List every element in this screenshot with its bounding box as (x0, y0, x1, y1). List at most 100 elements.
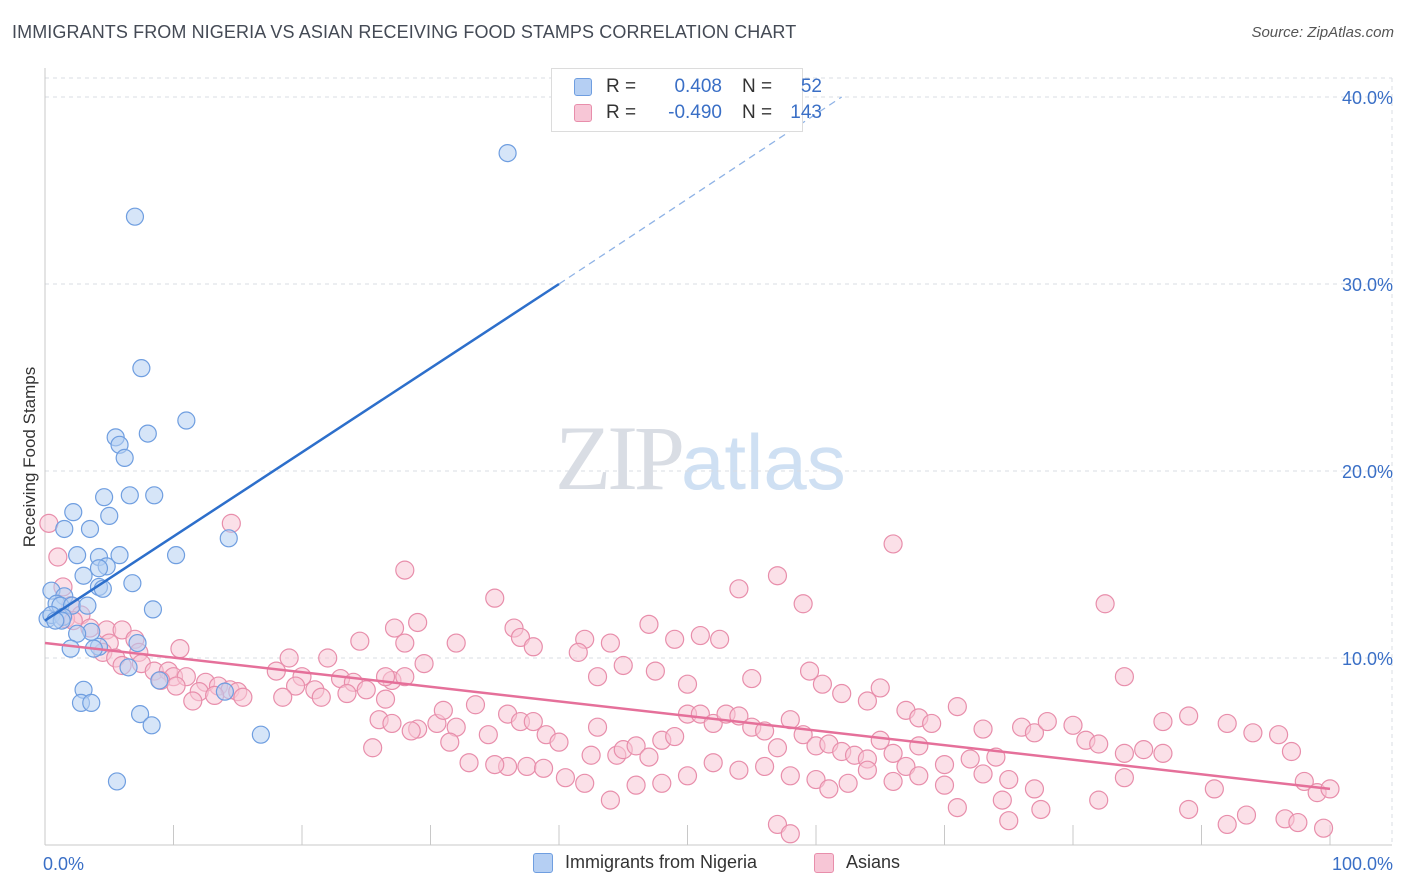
nigeria-point (95, 488, 114, 507)
asians-point (555, 768, 576, 788)
nigeria-point (138, 424, 157, 443)
asians-point (581, 745, 601, 765)
nigeria-point (110, 546, 129, 565)
asians-point (812, 674, 833, 694)
x-tick-label: 100.0% (1332, 854, 1393, 874)
asians-point (1236, 805, 1257, 825)
asians-point (485, 588, 505, 608)
asians-point (710, 629, 730, 649)
asians-points (39, 513, 1340, 844)
asians-point (350, 631, 370, 651)
legend-n-key: N = (742, 102, 773, 123)
asians-point (384, 618, 405, 638)
asians-trend-line (44, 641, 1331, 791)
source-label: Source: ZipAtlas.com (1251, 24, 1394, 41)
asians-point (626, 775, 646, 795)
legend-r-key: R = (606, 102, 637, 123)
legend-n-key: N = (742, 76, 773, 97)
asians-point (166, 676, 186, 696)
nigeria-point (74, 566, 93, 585)
asians-point (356, 680, 376, 700)
asians-point (793, 594, 813, 614)
asians-point (1313, 818, 1334, 838)
y-tick-label: 30.0% (1342, 275, 1393, 295)
nigeria-point (123, 574, 142, 593)
asians-point (665, 629, 685, 649)
asians-point (375, 689, 396, 709)
asians-point (742, 668, 762, 689)
nigeria-points (38, 144, 517, 791)
asians-point (896, 756, 916, 777)
asians-point (645, 661, 665, 681)
nigeria-point (128, 633, 147, 653)
nigeria-point (177, 411, 196, 430)
asians-point (857, 691, 878, 711)
asians-point (1095, 594, 1115, 614)
nigeria-point (68, 624, 87, 643)
axes (44, 68, 1392, 846)
nigeria-point (132, 359, 151, 378)
asians-point (960, 749, 980, 769)
legend-swatch-asians (814, 852, 834, 873)
nigeria-point (215, 682, 234, 701)
asians-point (311, 687, 331, 707)
asians-point (575, 773, 595, 793)
asians-point (600, 790, 621, 810)
asians-point (1217, 713, 1237, 734)
asians-point (446, 633, 466, 653)
asians-point (870, 730, 890, 750)
legend-row-asians: R = -0.490 N = 143 (574, 101, 822, 125)
asians-point (639, 747, 659, 767)
asians-point (857, 760, 878, 780)
asians-point (382, 713, 402, 734)
asians-point (799, 661, 820, 681)
asians-point (883, 771, 903, 792)
asians-point (1089, 790, 1109, 810)
asians-point (39, 513, 59, 533)
asians-point (587, 717, 608, 737)
tick-labels: 10.0% 20.0% 30.0% 40.0% 0.0% 100.0% (43, 88, 1393, 874)
y-tick-label: 10.0% (1342, 649, 1393, 669)
y-tick-label: 20.0% (1342, 462, 1393, 482)
asians-point (318, 648, 338, 668)
asians-point (233, 687, 253, 707)
asians-point (947, 697, 967, 717)
asians-point (414, 654, 434, 674)
asians-point (1114, 743, 1135, 763)
asians-point (838, 773, 858, 793)
nigeria-point (64, 503, 83, 522)
nigeria-point (68, 546, 87, 565)
asians-point (973, 764, 993, 784)
asians-point (112, 620, 132, 640)
nigeria-point (142, 716, 161, 735)
asians-point (568, 642, 588, 662)
asians-point (973, 719, 993, 739)
asians-point (870, 678, 890, 698)
asians-point (273, 687, 293, 707)
asians-point (587, 667, 608, 687)
legend-item-asians[interactable]: Asians (814, 852, 900, 873)
asians-point (1179, 706, 1199, 726)
asians-point (510, 627, 531, 648)
nigeria-point (130, 704, 150, 724)
nigeria-point (89, 559, 109, 578)
asians-point (517, 756, 537, 777)
asians-point (523, 637, 543, 657)
asians-point (1281, 741, 1302, 762)
nigeria-trend-line (44, 282, 560, 622)
legend-r-key: R = (606, 76, 637, 97)
asians-point (1037, 711, 1057, 732)
asians-point (1024, 779, 1045, 799)
asians-point (183, 691, 203, 711)
asians-point (600, 633, 621, 653)
nigeria-point (82, 693, 101, 712)
asians-point (1268, 725, 1289, 745)
nigeria-point (120, 486, 139, 505)
asians-point (395, 667, 415, 687)
asians-point (170, 639, 190, 659)
nigeria-point (166, 546, 186, 565)
legend-item-nigeria[interactable]: Immigrants from Nigeria (533, 852, 757, 873)
asians-point (48, 547, 68, 567)
asians-point (433, 700, 453, 720)
